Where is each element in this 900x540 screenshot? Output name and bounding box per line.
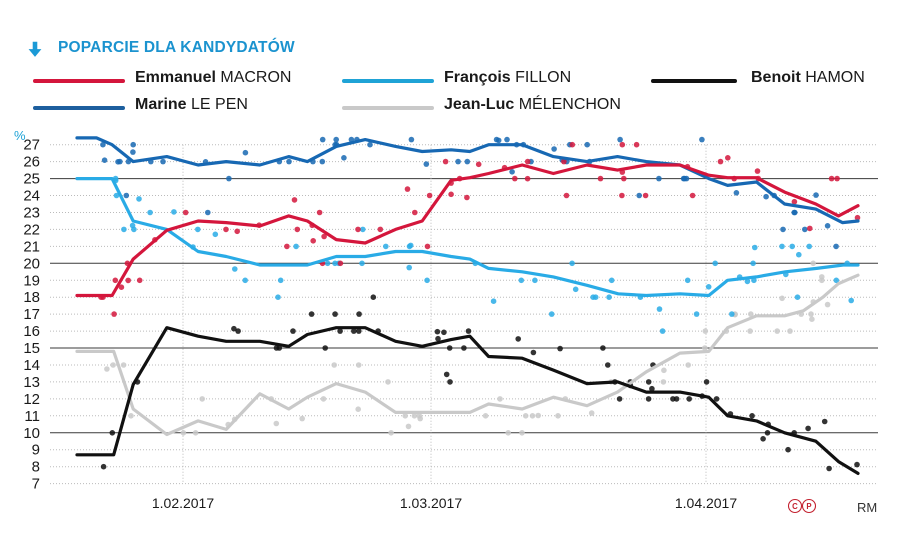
- svg-text:13: 13: [23, 374, 40, 391]
- svg-text:10: 10: [23, 425, 40, 442]
- svg-text:23: 23: [23, 205, 40, 222]
- svg-text:16: 16: [23, 323, 40, 340]
- svg-text:14: 14: [23, 357, 40, 374]
- svg-text:26: 26: [23, 154, 40, 171]
- svg-text:17: 17: [23, 306, 40, 323]
- svg-text:18: 18: [23, 289, 40, 306]
- svg-text:8: 8: [32, 459, 40, 476]
- svg-text:25: 25: [23, 171, 40, 188]
- svg-text:20: 20: [23, 255, 40, 272]
- svg-text:C: C: [792, 502, 798, 511]
- svg-text:7: 7: [32, 476, 40, 493]
- svg-text:15: 15: [23, 340, 40, 357]
- svg-text:9: 9: [32, 442, 40, 459]
- svg-text:24: 24: [23, 188, 40, 205]
- svg-text:19: 19: [23, 272, 40, 289]
- svg-text:21: 21: [23, 238, 40, 255]
- svg-text:12: 12: [23, 391, 40, 408]
- svg-text:11: 11: [24, 408, 40, 425]
- svg-text:22: 22: [23, 221, 40, 238]
- svg-text:P: P: [806, 502, 811, 511]
